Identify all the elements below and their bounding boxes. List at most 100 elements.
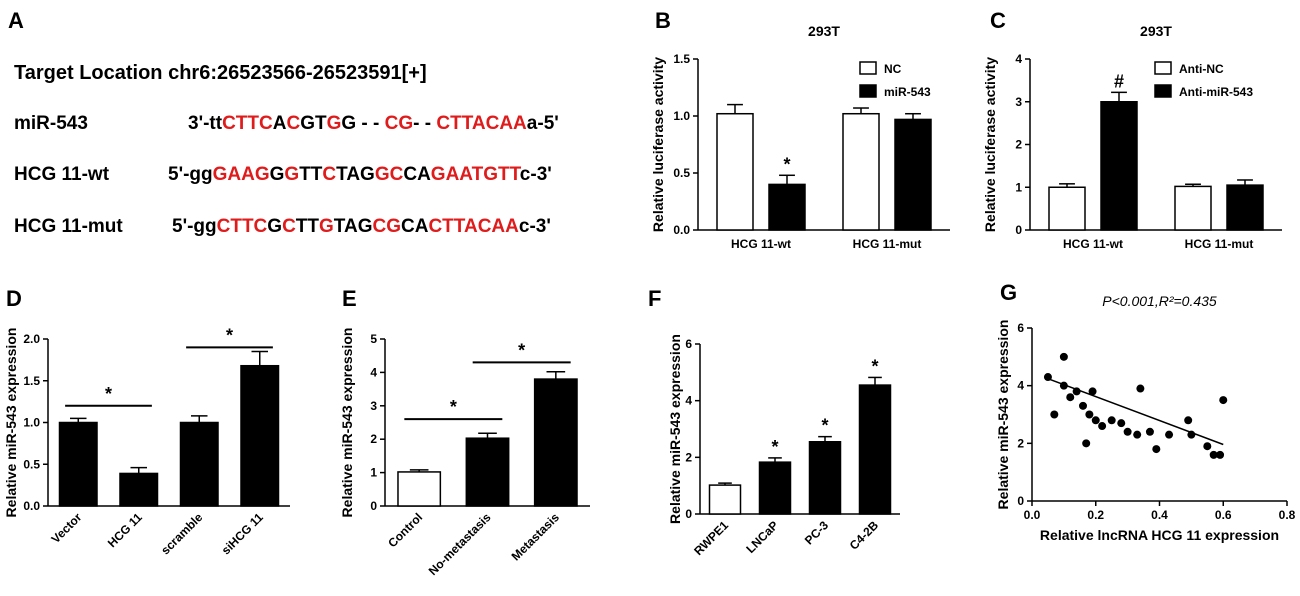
bar xyxy=(894,118,932,231)
significance-mark: * xyxy=(105,384,112,404)
y-tick-label: 0 xyxy=(685,507,692,521)
x-tick-label: HCG 11-mut xyxy=(1185,237,1254,251)
legend-label: NC xyxy=(884,62,902,76)
scatter-point xyxy=(1152,445,1161,454)
y-tick-label: 1.5 xyxy=(673,52,690,66)
sequence-segment: c-3' xyxy=(519,164,552,185)
bar xyxy=(533,378,578,507)
sequence-segment: CG xyxy=(372,216,402,237)
x-tick-label: C4-2B xyxy=(847,518,882,553)
sequence-segment: GC xyxy=(374,164,404,185)
sequence-segment: CA xyxy=(403,164,431,185)
bar xyxy=(58,421,98,507)
significance-mark: # xyxy=(1114,71,1124,91)
y-tick-label: 1.5 xyxy=(23,374,40,388)
scatter-point xyxy=(1059,352,1068,361)
bar xyxy=(1048,186,1086,231)
x-axis-title: Relative lncRNA HCG 11 expression xyxy=(1040,527,1279,543)
significance-mark: * xyxy=(450,397,457,417)
y-tick-label: 0 xyxy=(1017,494,1024,508)
panel-letter: D xyxy=(6,286,22,311)
panel-a-letter: A xyxy=(8,8,24,33)
x-tick-label: Control xyxy=(385,510,425,550)
significance-mark: * xyxy=(518,340,525,360)
sequence-segment: TAG xyxy=(336,164,375,185)
y-tick-label: 1 xyxy=(370,466,377,480)
sequence-segment: G xyxy=(326,113,342,134)
sequence-segment: CTTC xyxy=(216,216,268,237)
bar xyxy=(119,472,159,507)
sequence-segment: - - xyxy=(413,113,437,134)
significance-mark: * xyxy=(871,356,878,376)
bar xyxy=(240,364,280,507)
sequence-hcg11-mut: 5'-ggCTTCGCTTGTAGCGCACTTACAAc-3' xyxy=(172,216,551,238)
scatter-point xyxy=(1145,427,1154,436)
bar xyxy=(1174,185,1212,231)
x-tick-label: LNCaP xyxy=(743,518,781,556)
bar xyxy=(842,112,880,231)
sequence-segment: C xyxy=(322,164,337,185)
x-tick-label: Vector xyxy=(49,510,85,546)
bar xyxy=(716,112,754,231)
x-tick-label: Metastasis xyxy=(509,510,563,564)
scatter-point xyxy=(1107,416,1116,425)
y-tick-label: 0.0 xyxy=(673,223,690,237)
y-tick-label: 4 xyxy=(1017,379,1024,393)
sequence-segment: 3'-tt xyxy=(188,113,223,134)
chart-title: 293T xyxy=(808,23,840,39)
y-tick-label: 6 xyxy=(685,337,692,351)
sequence-segment: c-3' xyxy=(518,216,551,237)
scatter-point xyxy=(1085,410,1094,419)
scatter-point xyxy=(1184,416,1193,425)
bar xyxy=(808,441,842,515)
y-axis-title: Relative miR-543 expression xyxy=(995,320,1011,510)
sequence-hcg11-wt: 5'-ggGAAGGGTTCTAGGCCAGAATGTTc-3' xyxy=(168,164,552,186)
y-tick-label: 4 xyxy=(1015,52,1022,66)
y-axis-title: Relative luciferase activity xyxy=(650,57,666,232)
scatter-point xyxy=(1082,439,1091,448)
significance-mark: * xyxy=(821,416,828,436)
significance-mark: * xyxy=(771,437,778,457)
x-tick-label: scramble xyxy=(158,510,205,557)
significance-mark: * xyxy=(783,154,790,174)
scatter-point xyxy=(1043,373,1052,382)
bar xyxy=(1100,101,1138,231)
y-tick-label: 4 xyxy=(370,365,377,379)
bar xyxy=(1226,184,1264,231)
sequence-segment: A xyxy=(272,113,287,134)
y-tick-label: 2 xyxy=(370,432,377,446)
x-tick-label: 0.0 xyxy=(1024,508,1041,522)
sequence-segment: G xyxy=(267,216,283,237)
significance-mark: * xyxy=(226,325,233,345)
scatter-point xyxy=(1187,430,1196,439)
x-tick-label: RWPE1 xyxy=(691,518,731,558)
row-label-mir543: miR-543 xyxy=(14,113,88,134)
legend-swatch xyxy=(859,61,877,75)
scatter-point xyxy=(1066,393,1075,402)
bar xyxy=(397,471,442,507)
target-location: Target Location chr6:26523566-26523591[+… xyxy=(14,62,427,84)
x-tick-label: siHCG 11 xyxy=(219,510,266,557)
scatter-point xyxy=(1133,430,1142,439)
sequence-segment: G xyxy=(319,216,334,237)
scatter-point xyxy=(1088,387,1097,396)
x-tick-label: HCG 11-mut xyxy=(853,237,922,251)
sequence-segment: G xyxy=(269,164,285,185)
legend-swatch xyxy=(859,84,877,98)
sequence-segment: GT xyxy=(300,113,327,134)
scatter-point xyxy=(1059,381,1068,390)
sequence-segment: 5'-gg xyxy=(172,216,217,237)
y-tick-label: 0 xyxy=(370,499,377,513)
legend-label: Anti-miR-543 xyxy=(1179,85,1253,99)
sequence-segment: TT xyxy=(295,216,320,237)
bar xyxy=(758,461,792,515)
scatter-point xyxy=(1091,416,1100,425)
sequence-segment: G xyxy=(284,164,300,185)
sequence-segment: GAATGTT xyxy=(430,164,520,185)
sequence-segment: 5'-gg xyxy=(168,164,213,185)
sequence-segment: C xyxy=(286,113,301,134)
panel-letter: C xyxy=(990,8,1006,33)
sequence-segment: CG xyxy=(384,113,414,134)
y-tick-label: 1 xyxy=(1015,180,1022,194)
scatter-point xyxy=(1098,422,1107,431)
